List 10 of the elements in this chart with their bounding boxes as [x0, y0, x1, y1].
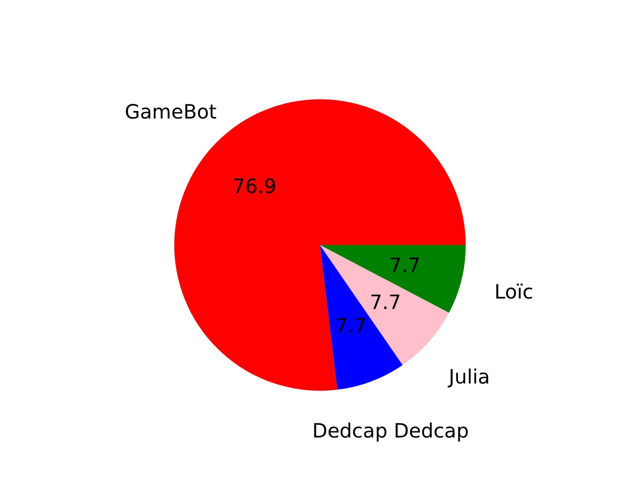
pie-slice — [320, 245, 449, 366]
slice-label: Dedcap Dedcap — [312, 420, 469, 443]
data-label: 76.9 — [232, 174, 277, 198]
pie-slice — [320, 245, 466, 313]
slice-label: Julia — [446, 365, 490, 388]
data-label: 7.7 — [335, 314, 367, 338]
slice-label: Loïc — [494, 280, 534, 304]
slice-label: GameBot — [124, 100, 217, 124]
data-label: 7.7 — [370, 290, 402, 314]
data-label: 7.7 — [389, 254, 421, 277]
